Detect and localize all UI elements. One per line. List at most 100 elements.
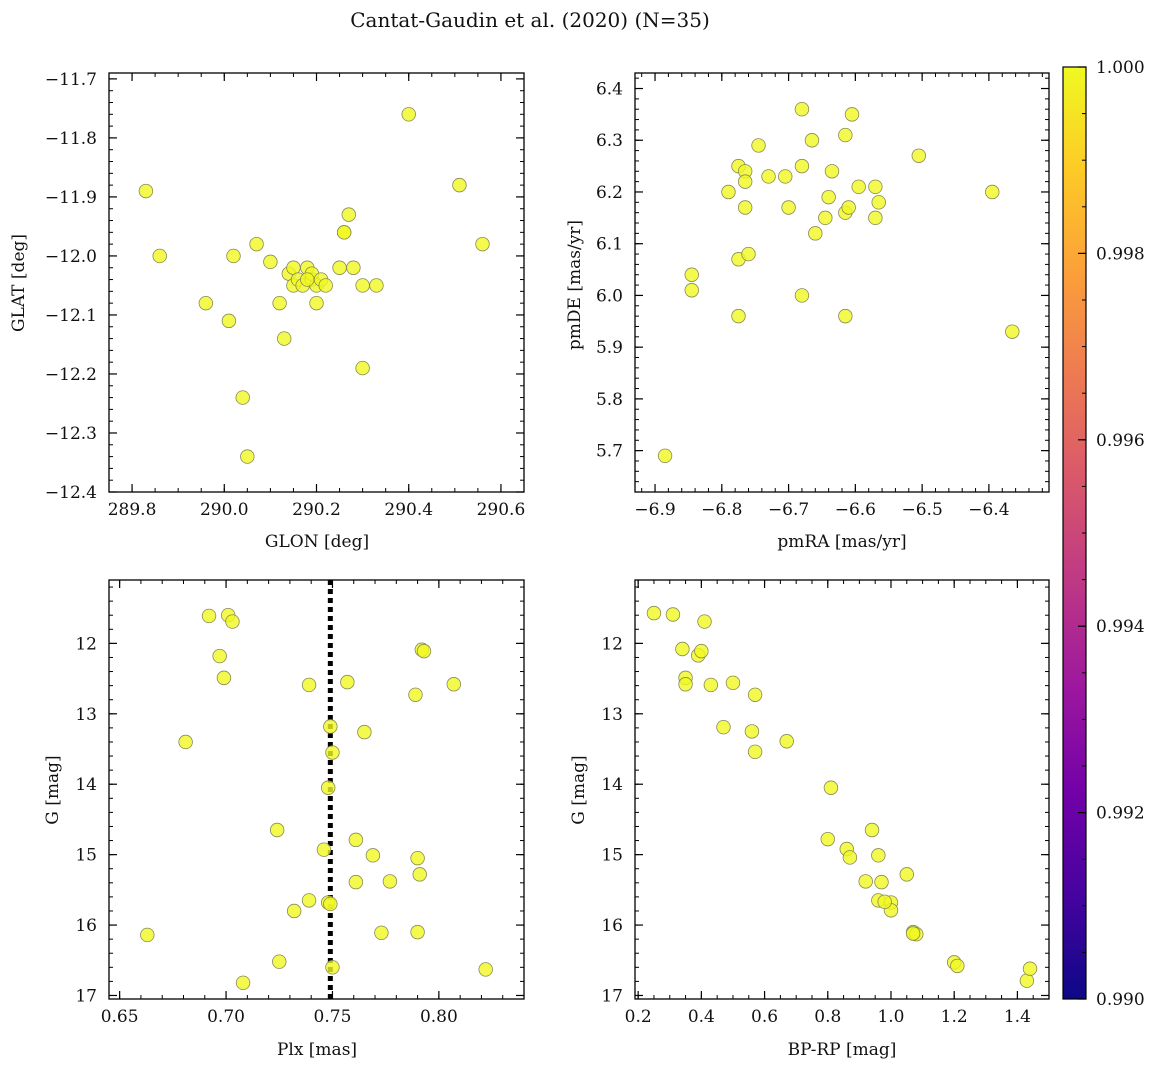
x-axis-label: pmRA [mas/yr] bbox=[777, 532, 906, 552]
y-tick-label: 5.9 bbox=[596, 338, 623, 358]
data-point bbox=[824, 164, 840, 179]
y-tick-label: 14 bbox=[601, 775, 623, 795]
data-point bbox=[318, 278, 333, 293]
data-point bbox=[301, 893, 317, 908]
data-point bbox=[905, 926, 921, 941]
data-point bbox=[336, 225, 352, 240]
data-point bbox=[808, 226, 823, 241]
x-tick-label: 1.2 bbox=[941, 1007, 968, 1027]
data-point bbox=[416, 643, 432, 659]
data-point bbox=[321, 780, 336, 795]
data-point bbox=[355, 278, 370, 293]
x-tick-label: 1.4 bbox=[1004, 1007, 1031, 1027]
data-point bbox=[300, 272, 315, 287]
data-point bbox=[684, 283, 699, 298]
data-point bbox=[684, 267, 699, 282]
data-point bbox=[821, 189, 836, 205]
data-point bbox=[820, 831, 835, 847]
data-point bbox=[410, 924, 425, 940]
data-point bbox=[874, 874, 889, 890]
data-point bbox=[212, 648, 227, 664]
data-point bbox=[138, 183, 154, 199]
y-tick-label: 6.3 bbox=[596, 131, 623, 151]
data-point bbox=[794, 102, 810, 117]
data-point bbox=[844, 107, 860, 122]
y-axis-label: GLAT [deg] bbox=[9, 234, 29, 332]
x-tick-label: 0.65 bbox=[101, 1007, 139, 1027]
data-point bbox=[316, 842, 332, 857]
colorbar-tick-label: 0.990 bbox=[1096, 990, 1145, 1010]
data-point bbox=[747, 687, 763, 702]
data-point bbox=[325, 960, 340, 975]
data-point bbox=[868, 210, 883, 226]
y-tick-label: 6.0 bbox=[596, 286, 623, 306]
panel-glon-glat: GLON [deg] GLAT [deg] 289.8 290.0 290.2 290… bbox=[9, 70, 525, 552]
data-point bbox=[697, 614, 712, 629]
data-point bbox=[152, 248, 167, 264]
data-point bbox=[871, 848, 886, 863]
x-tick-label: −6.4 bbox=[968, 500, 1009, 520]
data-point bbox=[823, 780, 839, 795]
data-point bbox=[301, 677, 317, 693]
x-tick-label: −6.9 bbox=[634, 500, 675, 520]
data-point bbox=[323, 719, 338, 734]
x-tick-label: 0.2 bbox=[625, 1007, 652, 1027]
data-point bbox=[761, 169, 776, 184]
data-point bbox=[744, 724, 760, 739]
data-point bbox=[341, 207, 356, 222]
data-point bbox=[838, 127, 853, 143]
y-tick-label: 15 bbox=[75, 846, 97, 866]
data-point bbox=[794, 288, 810, 303]
y-tick-label: −12.2 bbox=[45, 365, 97, 385]
data-point bbox=[357, 724, 372, 740]
y-axis-label: G [mag] bbox=[569, 755, 589, 824]
data-point bbox=[235, 390, 250, 405]
data-point bbox=[325, 745, 340, 760]
y-tick-label: 14 bbox=[75, 775, 97, 795]
y-tick-label: 13 bbox=[75, 705, 97, 725]
data-point bbox=[272, 954, 287, 969]
data-point bbox=[369, 278, 384, 293]
y-axis-label: G [mag] bbox=[43, 755, 63, 824]
data-point bbox=[412, 867, 427, 882]
panel-pmra-pmde: pmRA [mas/yr] pmDE [mas/yr] −6.9 −6.8 −6.7… bbox=[565, 72, 1050, 552]
data-point bbox=[646, 605, 662, 621]
data-point bbox=[1005, 324, 1020, 339]
y-tick-label: −11.8 bbox=[45, 129, 97, 149]
y-tick-label: 13 bbox=[601, 705, 623, 725]
x-tick-label: 289.8 bbox=[108, 500, 157, 520]
data-point bbox=[382, 874, 398, 889]
x-tick-label: 290.4 bbox=[384, 500, 433, 520]
x-axis-label: Plx [mas] bbox=[277, 1040, 357, 1060]
data-point bbox=[665, 607, 681, 622]
y-axis-label: pmDE [mas/yr] bbox=[565, 220, 585, 350]
data-points bbox=[657, 102, 1020, 463]
y-tick-label: 17 bbox=[601, 986, 623, 1006]
y-tick-label: 5.7 bbox=[596, 442, 623, 462]
x-tick-label: −6.8 bbox=[701, 500, 742, 520]
data-point bbox=[871, 195, 886, 210]
panel-bprp-g: BP-RP [mag] G [mag] 0.2 0.4 0.6 0.8 1.0 1.2 1.… bbox=[569, 579, 1050, 1060]
y-tick-label: −11.9 bbox=[45, 188, 97, 208]
data-point bbox=[221, 313, 237, 329]
y-tick-label: −12.1 bbox=[45, 306, 97, 326]
figure-title: Cantat-Gaudin et al. (2020) (N=35) bbox=[350, 8, 710, 32]
data-point bbox=[703, 677, 719, 693]
y-tick-label: 15 bbox=[601, 846, 623, 866]
plot-frame bbox=[108, 579, 525, 1000]
x-axis-label: GLON [deg] bbox=[265, 532, 369, 552]
data-point bbox=[985, 184, 1000, 200]
data-point bbox=[778, 169, 793, 184]
data-point bbox=[899, 867, 914, 882]
data-point bbox=[678, 677, 693, 692]
data-point bbox=[249, 236, 264, 252]
x-tick-label: 0.8 bbox=[814, 1007, 841, 1027]
data-point bbox=[240, 449, 255, 464]
y-tick-label: 16 bbox=[75, 916, 97, 936]
panel-plx-g: Plx [mas] G [mag] 0.65 0.70 0.75 0.80 12 13 14… bbox=[43, 579, 525, 1060]
data-point bbox=[277, 331, 292, 346]
data-points bbox=[140, 580, 493, 999]
data-point bbox=[781, 200, 796, 215]
colorbar-tick-label: 1.000 bbox=[1096, 58, 1145, 78]
x-tick-label: 0.4 bbox=[688, 1007, 715, 1027]
